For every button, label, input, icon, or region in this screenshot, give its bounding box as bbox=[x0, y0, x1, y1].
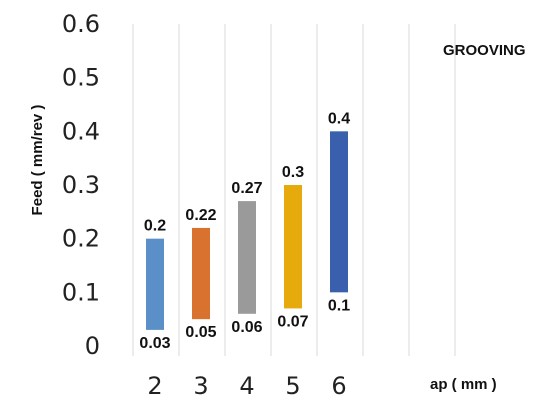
x-axis-title: ap ( mm ) bbox=[430, 376, 497, 393]
y-tick-label: 0.5 bbox=[62, 64, 100, 92]
x-axis-ticks: 2 3 4 5 6 bbox=[147, 372, 346, 400]
chart-title: GROOVING bbox=[443, 42, 526, 59]
bar-high-label: 0.22 bbox=[185, 207, 216, 224]
y-tick-label: 0.6 bbox=[62, 10, 100, 38]
bar-high-label: 0.2 bbox=[144, 218, 166, 235]
data-labels: 0.2 0.03 0.22 0.05 0.27 0.06 0.3 0.07 0.4 0.1 bbox=[139, 110, 350, 352]
bar bbox=[146, 238, 164, 330]
bars bbox=[146, 131, 348, 330]
x-tick-label: 5 bbox=[285, 372, 300, 400]
bar-low-label: 0.05 bbox=[185, 324, 216, 341]
y-tick-label: 0.2 bbox=[62, 225, 100, 253]
bar-low-label: 0.03 bbox=[139, 335, 170, 352]
bar bbox=[192, 227, 210, 320]
bar-high-label: 0.27 bbox=[231, 180, 262, 197]
bar bbox=[238, 201, 256, 314]
y-tick-label: 0.3 bbox=[62, 171, 100, 199]
bar-high-label: 0.3 bbox=[282, 164, 304, 181]
x-tick-label: 4 bbox=[239, 372, 254, 400]
bar bbox=[330, 131, 348, 293]
y-tick-label: 0.1 bbox=[62, 278, 100, 306]
bar-low-label: 0.1 bbox=[328, 297, 350, 314]
x-tick-label: 2 bbox=[147, 372, 162, 400]
bar-high-label: 0.4 bbox=[328, 110, 350, 127]
y-axis-ticks: 0 0.1 0.2 0.3 0.4 0.5 0.6 bbox=[62, 10, 100, 360]
y-axis-title: Feed ( mm/rev ) bbox=[29, 105, 46, 216]
grid bbox=[132, 24, 456, 356]
bar-low-label: 0.06 bbox=[231, 319, 262, 336]
x-tick-label: 3 bbox=[193, 372, 208, 400]
bar bbox=[284, 185, 302, 309]
y-tick-label: 0.4 bbox=[62, 117, 100, 145]
y-tick-label: 0 bbox=[85, 332, 100, 360]
bar-low-label: 0.07 bbox=[277, 313, 308, 330]
x-tick-label: 6 bbox=[331, 372, 346, 400]
